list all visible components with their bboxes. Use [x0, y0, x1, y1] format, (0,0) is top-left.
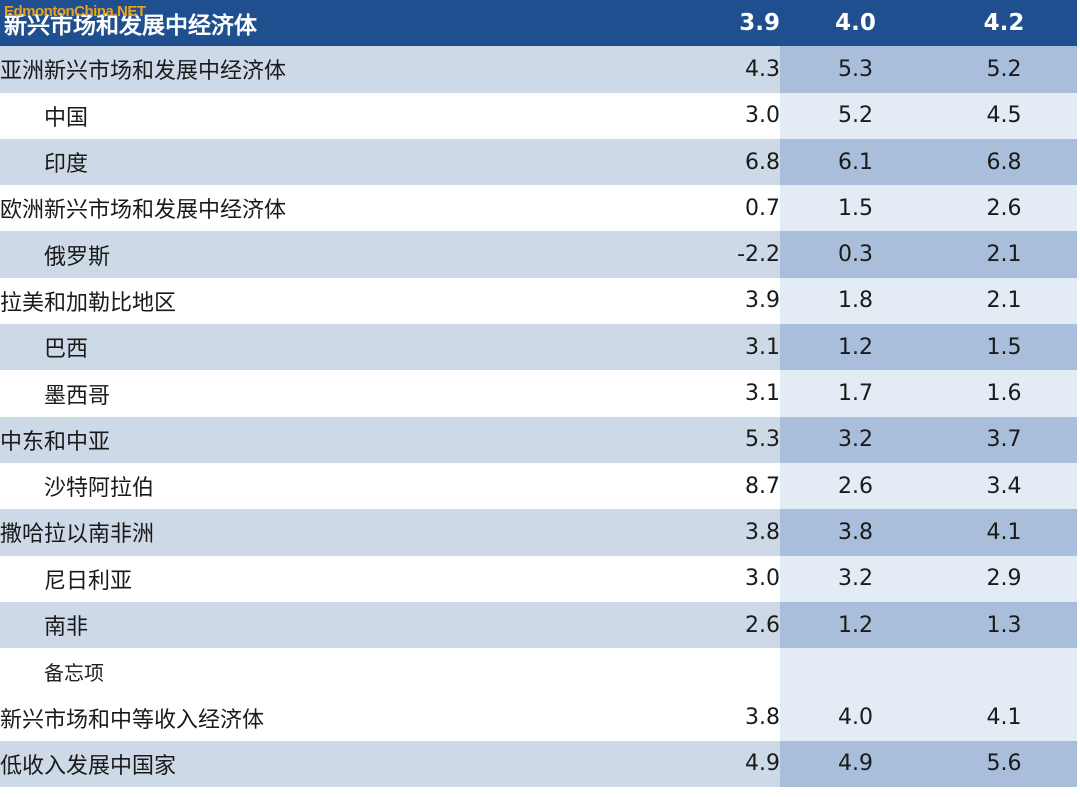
header-value: 4.0: [780, 0, 931, 47]
memo-label: 备忘项: [0, 648, 628, 695]
row-value: 1.5: [931, 324, 1077, 371]
row-value: 3.0: [628, 555, 780, 602]
row-value: 3.4: [931, 462, 1077, 510]
row-value: 6.1: [780, 138, 931, 186]
row-label: 俄罗斯: [0, 231, 628, 278]
row-value: 5.3: [780, 46, 931, 93]
row-value: 2.1: [931, 277, 1077, 325]
table-row: 撒哈拉以南非洲 3.8 3.8 4.1: [0, 509, 1077, 556]
watermark-text: EdmontonChina.NET: [4, 3, 146, 20]
row-value: -2.2: [628, 231, 780, 278]
row-value: 3.8: [628, 509, 780, 556]
table-row: 新兴市场和中等收入经济体 3.8 4.0 4.1: [0, 694, 1077, 741]
table-row: 尼日利亚 3.0 3.2 2.9: [0, 555, 1077, 602]
row-label: 南非: [0, 601, 628, 649]
row-value: 3.7: [931, 416, 1077, 463]
row-value: 3.2: [780, 416, 931, 463]
row-value: 5.2: [931, 46, 1077, 93]
row-value: 4.1: [931, 509, 1077, 556]
row-value: 1.2: [780, 324, 931, 371]
row-value: 3.1: [628, 324, 780, 371]
row-value: 2.6: [780, 462, 931, 510]
row-value: 4.3: [628, 46, 780, 93]
row-value: 1.5: [780, 185, 931, 232]
row-value: 3.0: [628, 92, 780, 139]
table-row: 印度 6.8 6.1 6.8: [0, 138, 1077, 186]
row-value: 2.9: [931, 555, 1077, 602]
row-label: 尼日利亚: [0, 555, 628, 602]
row-label: 印度: [0, 138, 628, 186]
row-value: 4.9: [628, 740, 780, 788]
table-header-row: 新兴市场和发展中经济体 3.9 4.0 4.2: [0, 0, 1077, 47]
row-label: 中东和中亚: [0, 416, 628, 463]
table-row: 沙特阿拉伯 8.7 2.6 3.4: [0, 462, 1077, 510]
table-row: 亚洲新兴市场和发展中经济体 4.3 5.3 5.2: [0, 46, 1077, 93]
row-value: 2.1: [931, 231, 1077, 278]
row-value: 3.8: [628, 694, 780, 741]
row-value: 4.1: [931, 694, 1077, 741]
row-label: 巴西: [0, 324, 628, 371]
memo-row: 备忘项: [0, 648, 1077, 695]
row-value: [780, 648, 931, 695]
table-row: 俄罗斯 -2.2 0.3 2.1: [0, 231, 1077, 278]
row-value: 3.1: [628, 370, 780, 417]
row-label: 新兴市场和中等收入经济体: [0, 694, 628, 741]
row-value: 2.6: [628, 601, 780, 649]
row-value: 2.6: [931, 185, 1077, 232]
row-label: 拉美和加勒比地区: [0, 277, 628, 325]
table-row: 欧洲新兴市场和发展中经济体 0.7 1.5 2.6: [0, 185, 1077, 232]
row-value: 3.9: [628, 277, 780, 325]
row-value: 0.3: [780, 231, 931, 278]
table-row: 中国 3.0 5.2 4.5: [0, 92, 1077, 139]
row-value: [931, 648, 1077, 695]
table-row: 南非 2.6 1.2 1.3: [0, 601, 1077, 649]
table-row: 低收入发展中国家 4.9 4.9 5.6: [0, 740, 1077, 788]
row-value: 5.2: [780, 92, 931, 139]
row-value: [628, 648, 780, 695]
row-value: 4.5: [931, 92, 1077, 139]
row-label: 中国: [0, 92, 628, 139]
row-label: 墨西哥: [0, 370, 628, 417]
row-value: 1.6: [931, 370, 1077, 417]
header-value: 3.9: [628, 0, 780, 47]
row-value: 6.8: [931, 138, 1077, 186]
row-value: 5.6: [931, 740, 1077, 788]
table-row: 墨西哥 3.1 1.7 1.6: [0, 370, 1077, 417]
row-value: 3.2: [780, 555, 931, 602]
table-row: 拉美和加勒比地区 3.9 1.8 2.1: [0, 277, 1077, 325]
row-value: 4.9: [780, 740, 931, 788]
row-value: 8.7: [628, 462, 780, 510]
table-row: 中东和中亚 5.3 3.2 3.7: [0, 416, 1077, 463]
row-value: 1.8: [780, 277, 931, 325]
row-value: 1.2: [780, 601, 931, 649]
row-label: 欧洲新兴市场和发展中经济体: [0, 185, 628, 232]
header-value: 4.2: [931, 0, 1077, 47]
row-value: 5.3: [628, 416, 780, 463]
row-label: 撒哈拉以南非洲: [0, 509, 628, 556]
row-label: 亚洲新兴市场和发展中经济体: [0, 46, 628, 93]
row-value: 0.7: [628, 185, 780, 232]
row-value: 6.8: [628, 138, 780, 186]
row-label: 沙特阿拉伯: [0, 462, 628, 510]
row-value: 1.3: [931, 601, 1077, 649]
row-label: 低收入发展中国家: [0, 740, 628, 788]
row-value: 4.0: [780, 694, 931, 741]
row-value: 3.8: [780, 509, 931, 556]
table-row: 巴西 3.1 1.2 1.5: [0, 324, 1077, 371]
row-value: 1.7: [780, 370, 931, 417]
header-label: 新兴市场和发展中经济体: [0, 0, 628, 47]
